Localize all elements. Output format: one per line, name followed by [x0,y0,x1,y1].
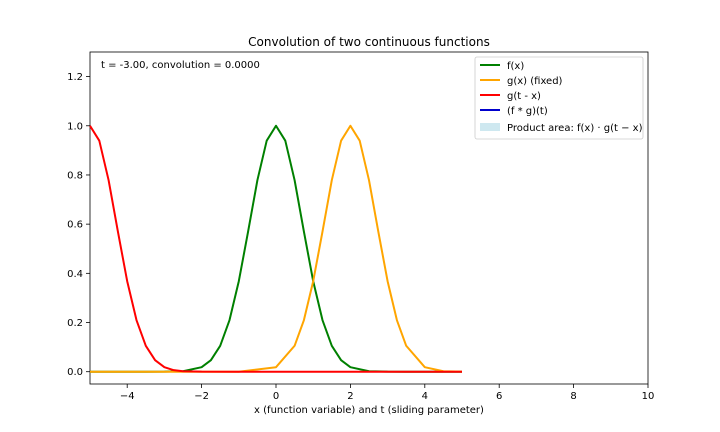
x-tick-label: 0 [273,391,279,402]
legend: f(x) g(x) (fixed) g(t - x) (f * g)(t) Pr… [474,56,644,140]
y-tick-label: 0.4 [67,269,83,280]
x-ticks: −4 −2 0 2 4 6 8 10 [120,384,655,402]
x-tick-label: 4 [422,391,428,402]
legend-label-g: g(x) (fixed) [507,76,563,87]
y-ticks: 0.0 0.2 0.4 0.6 0.8 1.0 1.2 [67,72,90,378]
x-tick-label: 2 [347,391,353,402]
y-tick-label: 1.0 [67,121,83,132]
series-line-0 [90,124,462,373]
legend-label-f: f(x) [507,61,524,72]
legend-label-product-area: Product area: f(x) · g(t − x) [507,123,643,134]
x-tick-label: −4 [120,391,135,402]
legend-label-gtx: g(t - x) [507,91,541,102]
chart-title: Convolution of two continuous functions [248,35,490,49]
series-layer [89,124,463,373]
x-tick-label: 10 [642,391,655,402]
x-tick-label: 8 [570,391,576,402]
y-tick-label: 0.2 [67,318,83,329]
y-tick-label: 0.6 [67,220,83,231]
legend-label-conv: (f * g)(t) [507,106,548,117]
y-tick-label: 0.8 [67,170,83,181]
plot-frame [89,51,649,385]
y-tick-label: 1.2 [67,72,83,83]
y-tick-label: 0.0 [67,367,83,378]
series-line-1 [90,124,463,373]
plot-area [89,51,649,385]
legend-frame [474,56,644,140]
legend-swatch-product-area [480,123,500,131]
x-tick-label: −2 [194,391,209,402]
annotation-text: t = -3.00, convolution = 0.0000 [101,60,260,71]
series-line-2 [89,125,462,373]
x-axis-label: x (function variable) and t (sliding par… [254,405,484,416]
x-tick-label: 6 [496,391,502,402]
